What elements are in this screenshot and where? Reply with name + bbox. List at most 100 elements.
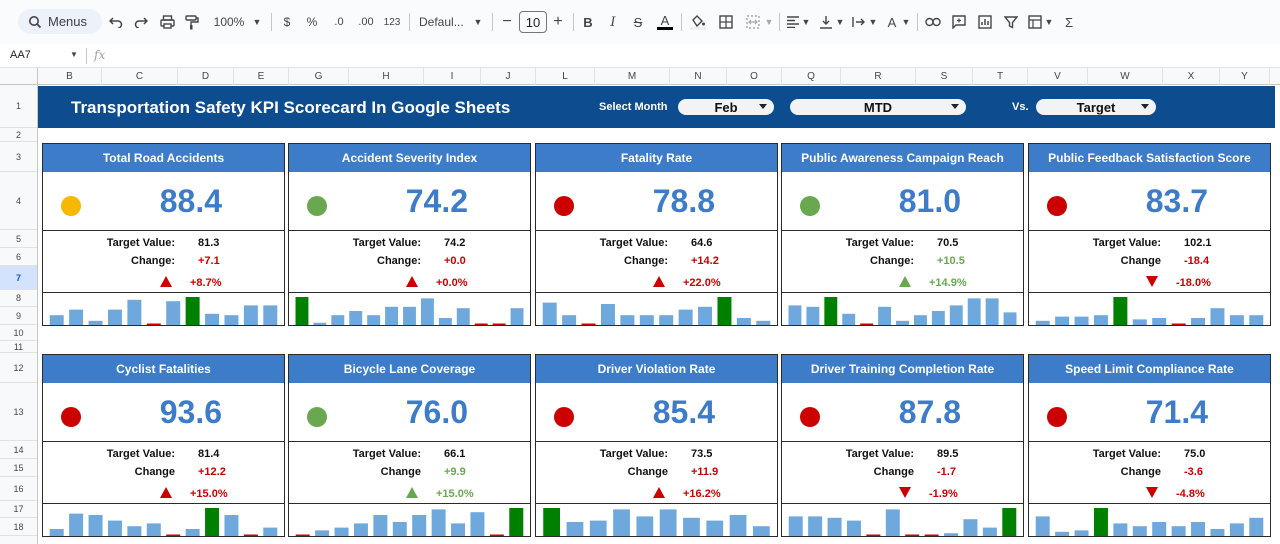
zoom-select[interactable]: 100% [212,12,246,32]
column-header[interactable]: N [670,68,727,85]
sparkline [782,292,1023,326]
column-header[interactable]: S [916,68,973,85]
chevron-down-icon[interactable]: ▼ [252,17,262,27]
currency-format-button[interactable]: $ [280,12,294,32]
comment-icon[interactable] [951,12,967,32]
column-header[interactable]: R [841,68,916,85]
row-header[interactable]: 16 [0,477,37,501]
more-formats-button[interactable]: 123 [382,12,402,32]
row-header[interactable]: 6 [0,248,37,266]
row-header[interactable]: 2 [0,128,37,142]
row-header[interactable]: 12 [0,353,37,383]
filter-views-icon[interactable] [1027,12,1043,32]
chevron-down-icon[interactable]: ▼ [801,17,811,27]
column-header[interactable]: W [1088,68,1163,85]
column-header[interactable]: I [424,68,481,85]
font-size-decrease-icon[interactable]: − [502,13,512,30]
column-header[interactable]: C [102,68,178,85]
text-rotation-icon[interactable]: A [887,14,897,30]
row-header[interactable]: 7 [0,266,37,290]
chevron-down-icon[interactable]: ▼ [473,17,483,27]
italic-icon[interactable]: I [610,14,616,30]
text-color-icon[interactable]: A [657,12,673,32]
menus-search-button[interactable]: Menus [18,9,102,34]
row-header[interactable]: 5 [0,230,37,248]
status-dot-icon [307,196,327,216]
name-box[interactable]: AA7 [10,49,31,61]
font-family-select[interactable]: Defaul... [419,12,474,32]
row-header[interactable]: 14 [0,441,37,459]
row-header[interactable]: 11 [0,341,37,353]
row-header[interactable]: 9 [0,307,37,325]
column-header[interactable]: Y [1220,68,1270,85]
horizontal-align-icon[interactable] [786,12,800,32]
column-header[interactable]: J [481,68,536,85]
sparkline-bar [420,298,434,325]
sparkline-bar [489,534,504,536]
font-size-input[interactable]: 10 [519,11,547,33]
column-header[interactable]: V [1028,68,1088,85]
row-header[interactable]: 13 [0,383,37,441]
text-wrapping-icon[interactable] [852,12,866,32]
row-header[interactable]: 17 [0,501,37,518]
row-header[interactable]: 15 [0,459,37,477]
column-header[interactable]: M [595,68,670,85]
column-header[interactable]: X [1163,68,1220,85]
column-header[interactable]: E [234,68,289,85]
column-header[interactable]: L [536,68,595,85]
name-box-dropdown-icon[interactable]: ▼ [70,50,78,59]
chevron-down-icon[interactable]: ▼ [764,17,774,27]
chevron-down-icon[interactable]: ▼ [1044,17,1054,27]
sparkline-bar [1191,318,1206,325]
chevron-down-icon[interactable]: ▼ [901,17,911,27]
filter-icon[interactable] [1003,12,1019,32]
chevron-down-icon[interactable]: ▼ [835,17,845,27]
column-header[interactable]: D [178,68,234,85]
sparkline-bar [1113,297,1128,325]
column-header[interactable]: G [289,68,349,85]
row-header[interactable]: 1 [0,85,37,128]
column-header[interactable]: O [727,68,782,85]
sparkline-bar [1210,308,1225,325]
chart-icon[interactable] [977,12,993,32]
merge-cells-icon[interactable] [745,12,761,32]
sparkline [536,292,777,326]
row-header[interactable]: 18 [0,518,37,536]
fx-icon: fx [94,48,106,62]
link-icon[interactable] [924,12,942,32]
change-percent: +15.0% [436,488,474,500]
sparkline-bar [313,322,327,325]
borders-icon[interactable] [718,12,734,32]
column-header[interactable]: H [349,68,424,85]
row-header[interactable]: 3 [0,142,37,172]
paint-format-icon[interactable] [183,12,201,32]
column-header[interactable]: T [973,68,1028,85]
comparison-dropdown[interactable]: Target [1036,99,1156,115]
strikethrough-icon[interactable]: S [633,14,643,30]
sparkline-bar [412,515,427,536]
bold-icon[interactable]: B [583,14,593,30]
row-header[interactable]: 8 [0,290,37,307]
print-icon[interactable] [158,12,176,32]
period-dropdown[interactable]: MTD [790,99,966,115]
functions-icon[interactable]: Σ [1062,12,1076,32]
fill-color-icon[interactable] [689,12,707,32]
decrease-decimal-button[interactable]: .0 [328,12,350,32]
row-headers: 1 2 3 4 5 6 7 8 9 10 11 12 13 14 15 16 1… [0,85,38,544]
column-header[interactable]: Q [782,68,841,85]
chevron-down-icon[interactable]: ▼ [868,17,878,27]
redo-icon[interactable] [133,12,149,32]
column-header[interactable]: B [38,68,102,85]
sparkline-bar [1152,318,1167,325]
sparkline-bar [224,315,239,325]
change-percent: -1.9% [929,488,958,500]
percent-format-button[interactable]: % [305,12,319,32]
row-header[interactable]: 4 [0,172,37,230]
increase-decimal-button[interactable]: .00 [355,12,377,32]
row-header[interactable]: 10 [0,325,37,341]
month-dropdown[interactable]: Feb [678,99,774,115]
undo-icon[interactable] [108,12,124,32]
font-size-increase-icon[interactable]: + [553,13,563,30]
sparkline-bar [613,509,630,536]
vertical-align-icon[interactable] [819,12,833,32]
